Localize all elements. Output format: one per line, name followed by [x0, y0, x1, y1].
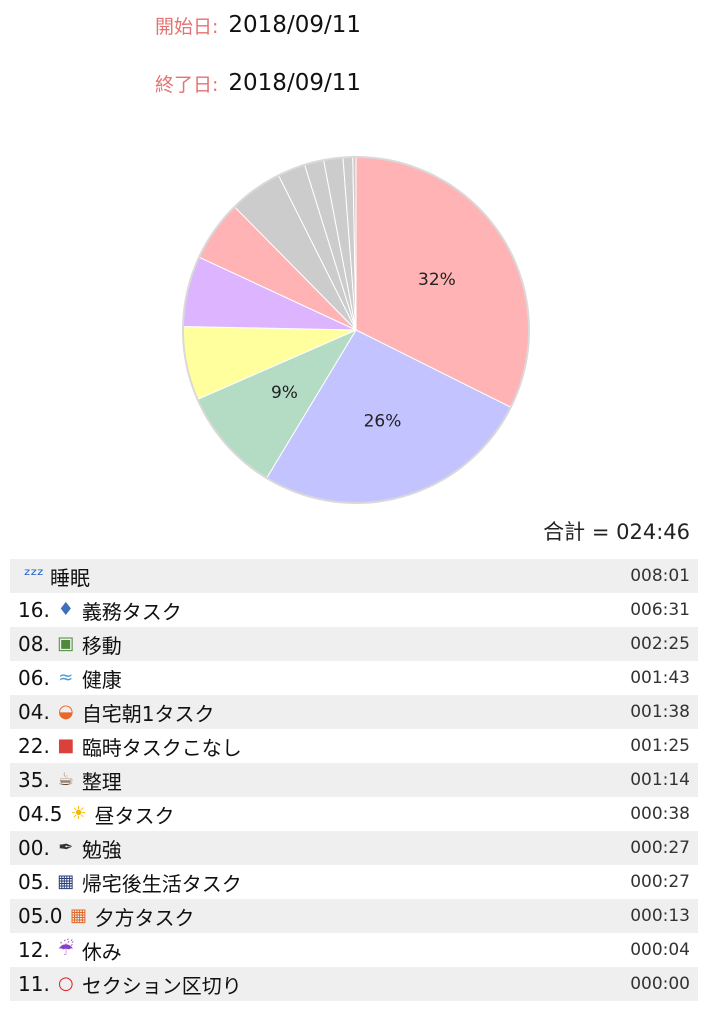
- task-prefix: 06.: [18, 666, 50, 690]
- task-duration: 001:25: [630, 736, 690, 756]
- task-label: 休み: [81, 939, 122, 964]
- task-prefix: 05.: [18, 870, 50, 894]
- task-label: 健康: [81, 667, 122, 692]
- task-prefix: 12.: [18, 938, 50, 962]
- task-label: 勉強: [81, 837, 122, 862]
- task-name: 00. ✒ 勉強: [18, 834, 122, 863]
- necktie-icon: ♦: [57, 599, 74, 620]
- task-prefix: 04.5: [18, 802, 63, 826]
- red-circle-icon: ○: [57, 973, 74, 994]
- start-date-value[interactable]: 2018/09/11: [228, 12, 361, 38]
- task-duration: 001:38: [630, 702, 690, 722]
- task-prefix: 05.0: [18, 904, 63, 928]
- fountain-pen-icon: ✒: [58, 837, 74, 858]
- task-prefix: 11.: [18, 972, 50, 996]
- task-prefix: 22.: [18, 734, 50, 758]
- sun-icon: ☀: [70, 803, 87, 824]
- task-label: 義務タスク: [81, 599, 182, 624]
- task-name: ᶻᶻᶻ 睡眠: [18, 562, 90, 591]
- total-time: 合計 = 024:46: [543, 520, 690, 544]
- task-label: 帰宅後生活タスク: [81, 871, 242, 896]
- end-date-label: 終了日:: [155, 73, 219, 96]
- task-duration: 001:43: [630, 668, 690, 688]
- task-name: 16. ♦ 義務タスク: [18, 596, 182, 625]
- task-prefix: 35.: [18, 768, 50, 792]
- task-label: 睡眠: [50, 565, 90, 590]
- task-name: 12. ☔ 休み: [18, 936, 122, 965]
- task-prefix: 08.: [18, 632, 50, 656]
- night-city-icon: ▦: [57, 871, 75, 892]
- task-duration: 001:14: [630, 770, 690, 790]
- task-name: 06. ≈ 健康: [18, 664, 122, 693]
- task-duration: 000:38: [630, 804, 690, 824]
- task-row[interactable]: 00. ✒ 勉強 000:27: [10, 831, 698, 865]
- task-row[interactable]: 04. ◒ 自宅朝1タスク 001:38: [10, 695, 698, 729]
- gift-icon: ■: [57, 735, 75, 756]
- task-name: 04. ◒ 自宅朝1タスク: [18, 698, 215, 727]
- task-label: 臨時タスクこなし: [81, 735, 242, 760]
- pie-chart-svg: 32% 26% 9%: [182, 156, 530, 504]
- start-date-label: 開始日:: [155, 15, 219, 38]
- task-duration: 002:25: [630, 634, 690, 654]
- task-name: 05.0 ▦ 夕方タスク: [18, 902, 195, 931]
- task-name: 04.5 ☀ 昼タスク: [18, 800, 175, 829]
- task-row[interactable]: 35. ☕ 整理 001:14: [10, 763, 698, 797]
- task-row[interactable]: 12. ☔ 休み 000:04: [10, 933, 698, 967]
- sleep-zzz-icon: ᶻᶻᶻ: [24, 565, 44, 586]
- task-label: セクション区切り: [81, 973, 242, 998]
- sunset-city-icon: ▦: [70, 905, 88, 926]
- task-row[interactable]: 22. ■ 臨時タスクこなし 001:25: [10, 729, 698, 763]
- task-prefix: 00.: [18, 836, 50, 860]
- task-name: 08. ▣ 移動: [18, 630, 122, 659]
- swimmer-icon: ≈: [58, 667, 74, 688]
- task-prefix: 04.: [18, 700, 50, 724]
- task-prefix: 16.: [18, 598, 50, 622]
- task-name: 22. ■ 臨時タスクこなし: [18, 732, 242, 761]
- task-row[interactable]: 16. ♦ 義務タスク 006:31: [10, 593, 698, 627]
- task-list: ᶻᶻᶻ 睡眠 008:01 16. ♦ 義務タスク 006:31 08. ▣ 移動 002:25 0…: [10, 559, 698, 1001]
- task-duration: 000:13: [630, 906, 690, 926]
- task-row[interactable]: 08. ▣ 移動 002:25: [10, 627, 698, 661]
- task-row[interactable]: 04.5 ☀ 昼タスク 000:38: [10, 797, 698, 831]
- task-row[interactable]: 06. ≈ 健康 001:43: [10, 661, 698, 695]
- task-label: 自宅朝1タスク: [81, 701, 215, 726]
- task-duration: 000:27: [630, 872, 690, 892]
- task-name: 05. ▦ 帰宅後生活タスク: [18, 868, 242, 897]
- end-date-row: 終了日: 2018/09/11: [155, 63, 361, 103]
- time-pie-chart: 32% 26% 9%: [178, 152, 534, 508]
- task-name: 35. ☕ 整理: [18, 766, 122, 795]
- task-duration: 008:01: [630, 566, 690, 586]
- task-duration: 006:31: [630, 600, 690, 620]
- task-label: 夕方タスク: [94, 905, 195, 930]
- start-date-row: 開始日: 2018/09/11: [155, 5, 361, 45]
- pie-slice-label: 32%: [418, 270, 456, 290]
- task-duration: 000:27: [630, 838, 690, 858]
- task-label: 整理: [81, 769, 122, 794]
- task-duration: 000:04: [630, 940, 690, 960]
- task-label: 昼タスク: [94, 803, 175, 828]
- pie-slice-label: 9%: [271, 383, 298, 403]
- sunrise-icon: ◒: [57, 701, 74, 722]
- task-label: 移動: [81, 633, 122, 658]
- end-date-value[interactable]: 2018/09/11: [228, 70, 361, 96]
- task-name: 11. ○ セクション区切り: [18, 970, 242, 999]
- task-row[interactable]: 05.0 ▦ 夕方タスク 000:13: [10, 899, 698, 933]
- task-row[interactable]: 05. ▦ 帰宅後生活タスク 000:27: [10, 865, 698, 899]
- pie-outline: [182, 156, 530, 504]
- coffee-icon: ☕: [57, 769, 74, 790]
- umbrella-rain-icon: ☔: [57, 939, 74, 960]
- task-row[interactable]: 11. ○ セクション区切り 000:00: [10, 967, 698, 1001]
- task-row[interactable]: ᶻᶻᶻ 睡眠 008:01: [10, 559, 698, 593]
- train-icon: ▣: [57, 633, 75, 654]
- task-duration: 000:00: [630, 974, 690, 994]
- pie-slice-label: 26%: [364, 411, 402, 431]
